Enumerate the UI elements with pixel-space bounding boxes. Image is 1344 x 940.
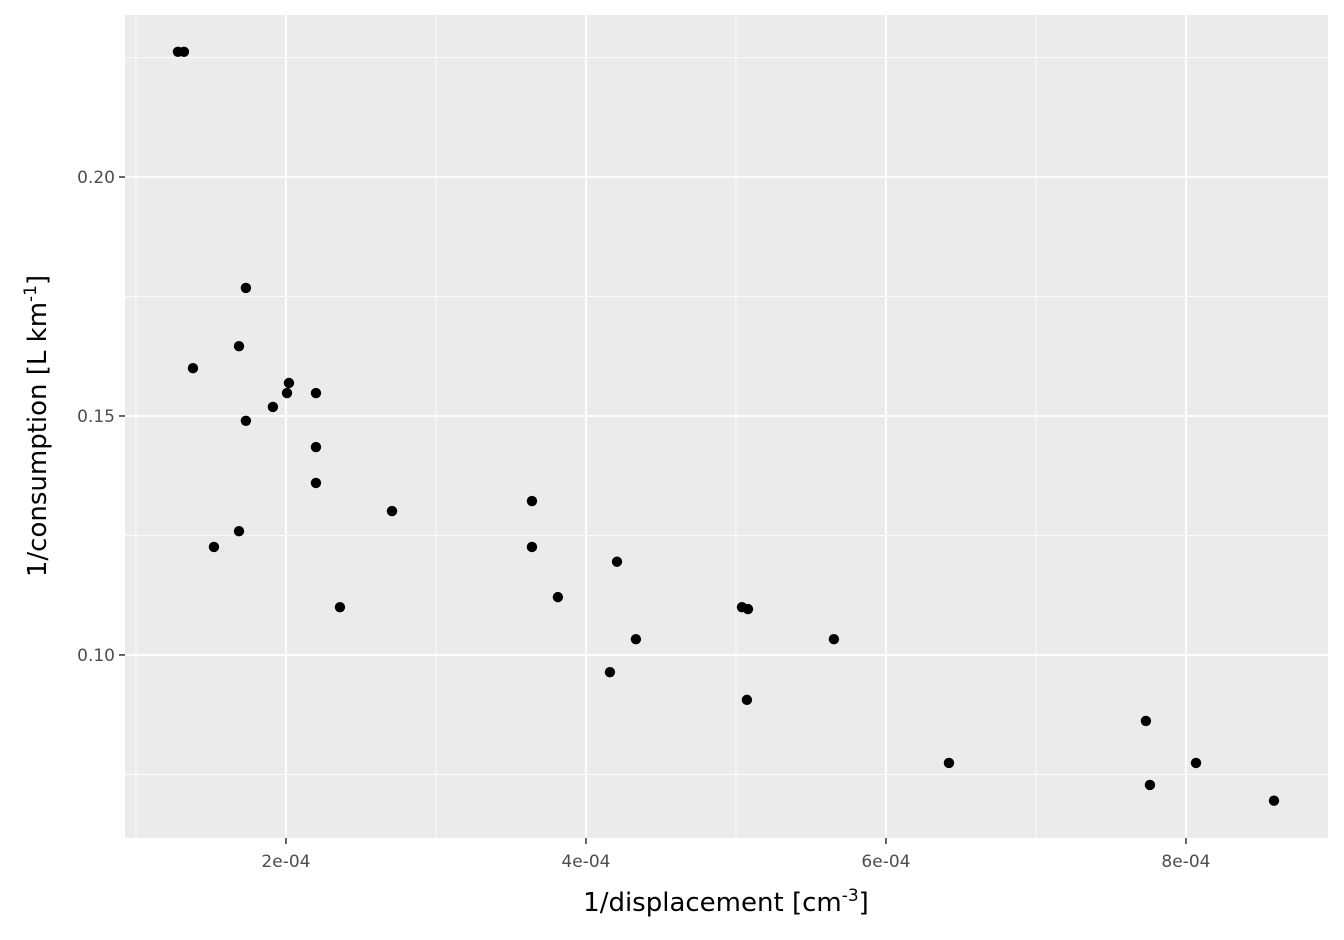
point <box>233 341 245 352</box>
y-title-tail: ] <box>23 275 53 285</box>
point <box>208 541 220 553</box>
y-tick-label: 0.15 <box>77 407 115 427</box>
x-tick-label: 8e-04 <box>1161 852 1210 872</box>
point <box>742 603 754 615</box>
x-axis-title: 1/displacement [cm-3] <box>583 886 869 918</box>
y-title-text: 1/consumption [L km <box>23 302 53 577</box>
point <box>386 505 398 517</box>
point <box>267 401 279 413</box>
point <box>283 377 295 389</box>
point <box>741 694 753 706</box>
point <box>1140 715 1152 727</box>
point <box>240 282 252 294</box>
point <box>552 591 564 603</box>
point <box>178 46 190 58</box>
point <box>310 387 322 399</box>
x-title-sup: -3 <box>842 886 859 906</box>
x-title-tail: ] <box>859 888 869 918</box>
point <box>943 757 955 769</box>
y-tick-label: 0.20 <box>77 168 115 188</box>
x-tick-label: 2e-04 <box>261 852 310 872</box>
x-tick-label: 6e-04 <box>861 852 910 872</box>
point <box>334 601 346 613</box>
point <box>233 525 245 537</box>
point <box>526 495 538 507</box>
y-title-sup: -1 <box>21 285 41 302</box>
y-axis-title: 1/consumption [L km-1] <box>21 275 53 577</box>
grid <box>125 15 1328 838</box>
y-tick-label: 0.10 <box>77 646 115 666</box>
panel <box>125 15 1328 838</box>
point <box>281 387 293 399</box>
point <box>187 362 199 374</box>
point <box>240 415 252 426</box>
point <box>526 541 538 553</box>
point <box>630 633 642 645</box>
point <box>828 633 840 645</box>
x-title-text: 1/displacement [cm <box>583 888 842 918</box>
point <box>310 441 322 453</box>
point <box>1268 795 1280 806</box>
point <box>310 477 322 489</box>
point <box>1190 757 1202 769</box>
point <box>1144 779 1156 791</box>
x-tick-label: 4e-04 <box>561 852 610 872</box>
point <box>611 556 623 567</box>
points <box>172 46 1280 806</box>
point <box>604 666 616 678</box>
